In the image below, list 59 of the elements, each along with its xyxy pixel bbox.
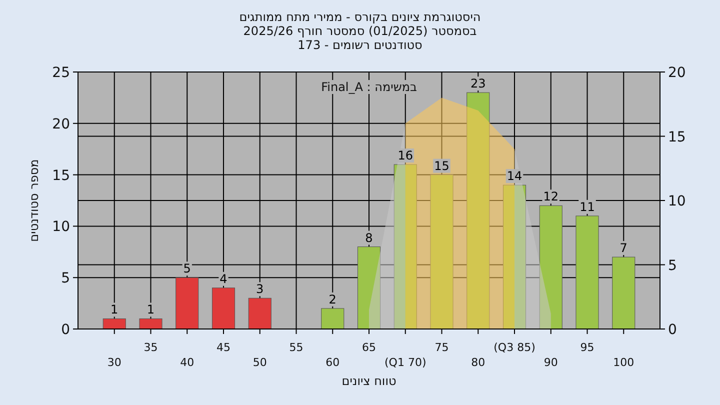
y2-tick-label: 10 — [668, 194, 686, 210]
x-tick-label: 75 — [434, 341, 449, 354]
data-label: 1 — [110, 302, 118, 317]
bar — [576, 216, 599, 330]
data-label: 8 — [365, 230, 373, 245]
bar — [430, 174, 454, 330]
bar — [466, 92, 490, 330]
data-label: 11 — [580, 200, 595, 214]
bar — [321, 308, 344, 330]
data-label: 7 — [620, 241, 628, 256]
bar — [357, 246, 381, 330]
chart-subtitle: בסמסטר (01/2025) סמסטר חורף 2025/26 סטודנטים רשומים - 173 — [243, 24, 477, 52]
y-tick-label: 15 — [52, 168, 70, 184]
bar — [502, 184, 526, 330]
y2-tick-label: 20 — [668, 65, 686, 81]
data-label: 15 — [434, 158, 450, 173]
x-tick-label: 90 — [544, 356, 558, 369]
bar — [394, 164, 417, 330]
x-tick-label: 45 — [216, 341, 230, 354]
data-label: 23 — [470, 76, 486, 91]
chart-title: היסטוגרמת ציונים בקורס - ממירי מתח ממותגים — [239, 10, 481, 24]
y-axis-title: מספר סטודנטים — [27, 159, 41, 242]
annotation: במשימה : Final_A — [321, 80, 417, 94]
x-tick-label: 30 — [107, 356, 122, 369]
bar — [212, 288, 236, 330]
data-label: 1 — [146, 302, 155, 317]
data-label: 5 — [183, 262, 191, 276]
bar — [248, 298, 272, 330]
data-label: 3 — [256, 282, 264, 296]
x-tick-label: 80 — [471, 356, 486, 369]
data-label: 16 — [398, 148, 414, 163]
y-tick-label: 10 — [52, 219, 70, 236]
bar — [102, 318, 126, 330]
bar — [539, 205, 562, 330]
y-tick-label: 25 — [52, 65, 70, 81]
x-tick-label: 55 — [289, 341, 304, 354]
bar — [176, 277, 199, 330]
y2-tick-label: 15 — [668, 129, 686, 146]
x-tick-label: (Q1 70) — [384, 356, 426, 369]
x-tick-label: (Q3 85) — [494, 341, 536, 354]
y-tick-label: 5 — [61, 270, 70, 287]
data-label: 2 — [328, 292, 336, 306]
x-tick-label: 100 — [613, 356, 634, 369]
x-tick-label: 50 — [252, 356, 267, 369]
x-tick-label: 95 — [580, 341, 594, 354]
x-tick-label: 35 — [144, 341, 158, 354]
x-axis-title: טווח ציונים — [342, 374, 396, 388]
data-label: 14 — [506, 169, 522, 184]
x-tick-label: 65 — [362, 341, 376, 354]
y2-tick-label: 0 — [668, 322, 677, 338]
data-label: 12 — [543, 190, 559, 204]
y2-tick-label: 5 — [668, 258, 677, 274]
bar — [139, 318, 162, 330]
data-label: 4 — [220, 272, 228, 286]
bar — [612, 256, 636, 330]
x-tick-label: 40 — [180, 356, 194, 369]
x-tick-label: 60 — [326, 356, 340, 369]
y-tick-label: 0 — [61, 322, 70, 338]
y-tick-label: 20 — [52, 116, 70, 132]
